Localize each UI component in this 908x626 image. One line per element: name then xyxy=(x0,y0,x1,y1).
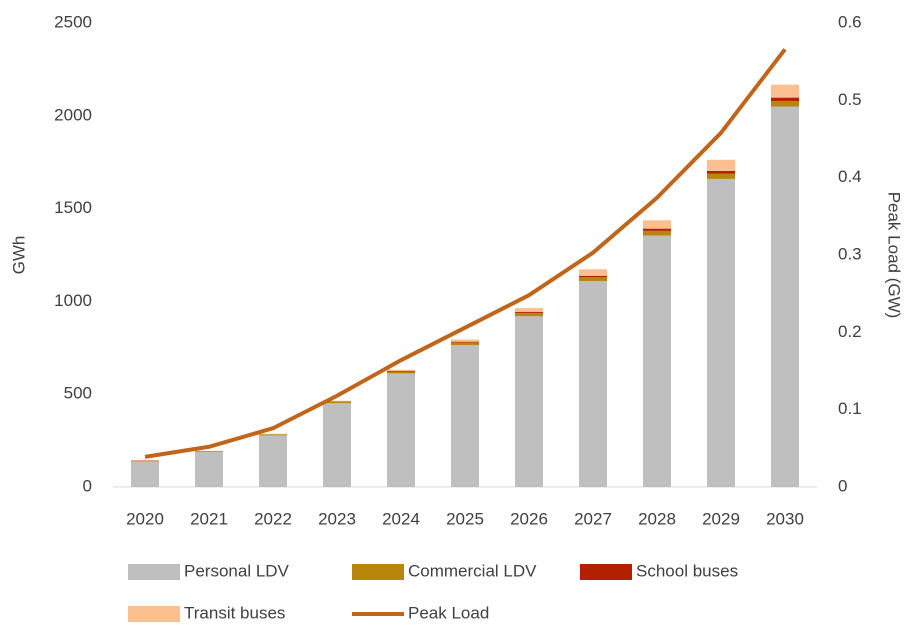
legend-label: School buses xyxy=(636,561,738,580)
bar xyxy=(323,401,351,404)
y2-tick-label: 0.3 xyxy=(838,244,862,263)
bar xyxy=(579,275,607,278)
x-tick-label: 2023 xyxy=(318,509,356,528)
bar xyxy=(387,371,415,374)
x-tick-label: 2021 xyxy=(190,509,228,528)
bar xyxy=(259,434,287,436)
bar xyxy=(387,369,415,371)
bar xyxy=(259,435,287,487)
x-tick-label: 2024 xyxy=(382,509,420,528)
bar xyxy=(515,311,543,313)
x-tick-label: 2026 xyxy=(510,509,548,528)
bar xyxy=(515,312,543,317)
legend-swatch xyxy=(352,564,404,580)
bar xyxy=(643,230,671,236)
y2-tick-label: 0.1 xyxy=(838,399,862,418)
bar xyxy=(707,173,735,179)
bar xyxy=(451,339,479,342)
bar xyxy=(579,277,607,281)
bar xyxy=(451,342,479,346)
bar xyxy=(515,316,543,487)
bar xyxy=(707,170,735,174)
x-tick-label: 2029 xyxy=(702,509,740,528)
y-axis-title: GWh xyxy=(9,236,28,275)
y-tick-label: 1500 xyxy=(54,198,92,217)
legend-label: Personal LDV xyxy=(184,561,290,580)
legend-swatch xyxy=(128,606,180,622)
bar xyxy=(323,400,351,402)
x-tick-label: 2028 xyxy=(638,509,676,528)
y2-tick-label: 0.2 xyxy=(838,322,862,341)
line-series xyxy=(144,48,787,459)
x-tick-label: 2030 xyxy=(766,509,804,528)
x-tick-label: 2020 xyxy=(126,509,164,528)
bar xyxy=(579,269,607,276)
bar xyxy=(579,280,607,487)
y-tick-label: 1000 xyxy=(54,291,92,310)
bar xyxy=(771,106,799,488)
bar xyxy=(451,341,479,343)
bar xyxy=(771,97,799,101)
legend-label: Peak Load xyxy=(408,603,489,622)
y-tick-label: 0 xyxy=(83,476,92,495)
bar xyxy=(515,308,543,312)
x-tick-label: 2027 xyxy=(574,509,612,528)
bar xyxy=(131,460,159,462)
y-tick-label: 2000 xyxy=(54,105,92,124)
y2-tick-label: 0.4 xyxy=(838,167,862,186)
x-tick-label: 2022 xyxy=(254,509,292,528)
y2-axis-title: Peak Load (GW) xyxy=(885,192,904,319)
bar xyxy=(643,228,671,231)
y-tick-label: 2500 xyxy=(54,12,92,31)
bar xyxy=(451,345,479,487)
y2-tick-label: 0.6 xyxy=(838,12,862,31)
bar xyxy=(643,235,671,487)
bar xyxy=(131,461,159,487)
legend-swatch xyxy=(580,564,632,580)
y2-tick-label: 0 xyxy=(838,476,847,495)
bar xyxy=(707,178,735,488)
legend-swatch xyxy=(128,564,180,580)
y2-tick-label: 0.5 xyxy=(838,90,862,109)
bar xyxy=(259,433,287,435)
bar xyxy=(323,403,351,487)
legend-label: Transit buses xyxy=(184,603,285,622)
y-tick-label: 500 xyxy=(64,384,92,403)
x-tick-label: 2025 xyxy=(446,509,484,528)
legend-label: Commercial LDV xyxy=(408,561,537,580)
bar xyxy=(387,371,415,372)
bar xyxy=(707,159,735,171)
bar xyxy=(771,84,799,98)
bar xyxy=(643,220,671,229)
bar xyxy=(195,452,223,487)
bar xyxy=(387,373,415,487)
bar xyxy=(195,451,223,453)
bar xyxy=(771,100,799,107)
